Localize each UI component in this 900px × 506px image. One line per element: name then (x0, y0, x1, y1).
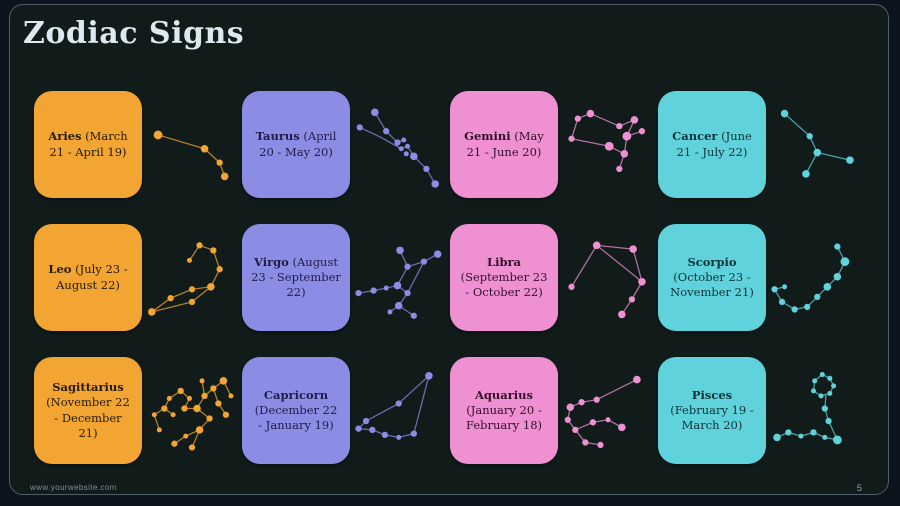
zodiac-grid: Aries (March 21 - April 19) Taurus (Apri… (34, 78, 874, 478)
libra-constellation-icon (558, 211, 658, 344)
zodiac-card-leo: Leo (July 23 - August 22) (34, 224, 142, 331)
zodiac-cell-sagittarius: Sagittarius (November 22 - December 21) (34, 344, 242, 477)
sagittarius-constellation-icon (142, 344, 242, 477)
zodiac-card-aries: Aries (March 21 - April 19) (34, 91, 142, 198)
zodiac-card-sagittarius: Sagittarius (November 22 - December 21) (34, 357, 142, 464)
zodiac-cell-capricorn: Capricorn (December 22 - January 19) (242, 344, 450, 477)
zodiac-card-virgo: Virgo (August 23 - September 22) (242, 224, 350, 331)
zodiac-name: Taurus (255, 129, 300, 144)
zodiac-dates: (September 23 - October 22) (460, 269, 548, 300)
pisces-constellation-icon (766, 344, 866, 477)
zodiac-cell-leo: Leo (July 23 - August 22) (34, 211, 242, 344)
zodiac-cell-gemini: Gemini (May 21 - June 20) (450, 78, 658, 211)
zodiac-dates: (March 21 - April 19) (49, 129, 128, 159)
zodiac-name: Sagittarius (52, 380, 124, 395)
zodiac-card-capricorn: Capricorn (December 22 - January 19) (242, 357, 350, 464)
zodiac-name: Capricorn (263, 387, 329, 402)
zodiac-name: Leo (48, 262, 72, 277)
zodiac-dates: (May 21 - June 20) (466, 129, 544, 159)
zodiac-card-cancer: Cancer (June 21 - July 22) (658, 91, 766, 198)
page-number: 5 (856, 483, 862, 494)
zodiac-card-scorpio: Scorpio (October 23 - November 21) (658, 224, 766, 331)
zodiac-card-libra: Libra (September 23 - October 22) (450, 224, 558, 331)
scorpio-constellation-icon (766, 211, 866, 344)
zodiac-dates: (August 23 - September 22) (251, 254, 341, 300)
capricorn-constellation-icon (350, 344, 450, 477)
zodiac-name: Gemini (464, 129, 511, 144)
gemini-constellation-icon (558, 78, 658, 211)
zodiac-cell-scorpio: Scorpio (October 23 - November 21) (658, 211, 866, 344)
zodiac-cell-libra: Libra (September 23 - October 22) (450, 211, 658, 344)
zodiac-card-gemini: Gemini (May 21 - June 20) (450, 91, 558, 198)
zodiac-cell-virgo: Virgo (August 23 - September 22) (242, 211, 450, 344)
zodiac-name: Libra (486, 254, 521, 269)
cancer-constellation-icon (766, 78, 866, 211)
zodiac-name: Cancer (672, 129, 718, 144)
zodiac-card-taurus: Taurus (April 20 - May 20) (242, 91, 350, 198)
zodiac-dates: (December 22 - January 19) (254, 402, 338, 433)
zodiac-dates: (October 23 - November 21) (670, 269, 754, 300)
zodiac-cell-aquarius: Aquarius (January 20 - February 18) (450, 344, 658, 477)
zodiac-name: Virgo (253, 254, 289, 269)
footer-url: www.yourwebsite.com (30, 483, 117, 492)
zodiac-cell-cancer: Cancer (June 21 - July 22) (658, 78, 866, 211)
zodiac-dates: (June 21 - July 22) (676, 129, 752, 159)
zodiac-name: Scorpio (687, 254, 737, 269)
taurus-constellation-icon (350, 78, 450, 211)
aries-constellation-icon (142, 78, 242, 211)
zodiac-dates: (July 23 - August 22) (56, 262, 128, 292)
aquarius-constellation-icon (558, 344, 658, 477)
zodiac-dates: (November 22 - December 21) (46, 395, 130, 440)
leo-constellation-icon (142, 211, 242, 344)
virgo-constellation-icon (350, 211, 450, 344)
zodiac-dates: (April 20 - May 20) (259, 129, 337, 159)
zodiac-name: Aries (48, 129, 82, 144)
zodiac-cell-aries: Aries (March 21 - April 19) (34, 78, 242, 211)
zodiac-name: Aquarius (474, 387, 534, 402)
page-title: Zodiac Signs (23, 16, 245, 51)
zodiac-card-pisces: Pisces (February 19 - March 20) (658, 357, 766, 464)
zodiac-dates: (February 19 - March 20) (670, 402, 754, 433)
zodiac-card-aquarius: Aquarius (January 20 - February 18) (450, 357, 558, 464)
zodiac-cell-taurus: Taurus (April 20 - May 20) (242, 78, 450, 211)
zodiac-dates: (January 20 - February 18) (465, 402, 543, 433)
zodiac-cell-pisces: Pisces (February 19 - March 20) (658, 344, 866, 477)
zodiac-name: Pisces (691, 387, 733, 402)
